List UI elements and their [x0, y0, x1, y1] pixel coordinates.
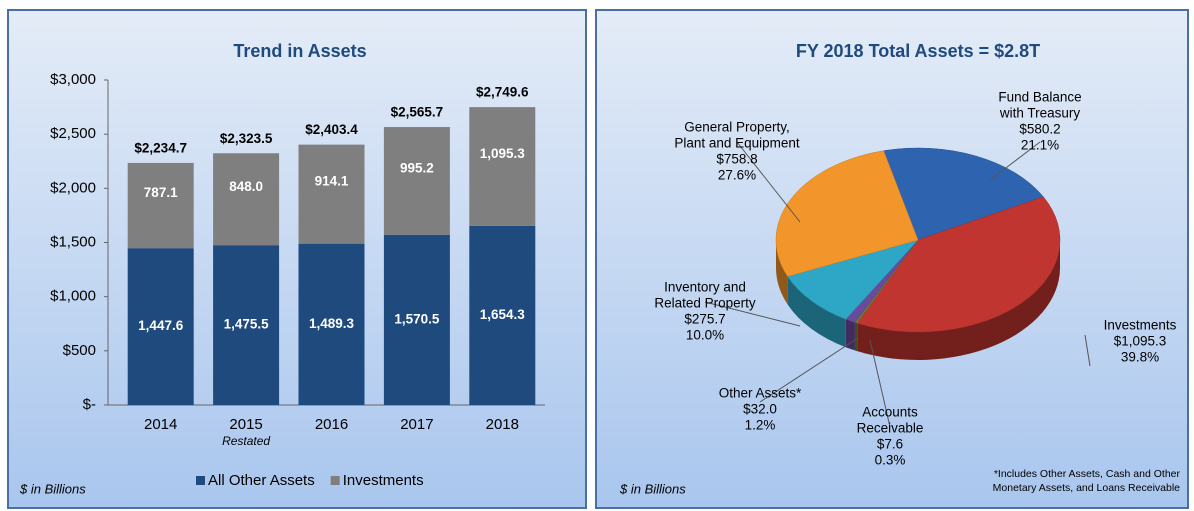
- x-tick-label: 2014: [144, 416, 177, 433]
- leader-line: [759, 337, 859, 403]
- value-label: 1,654.3: [480, 307, 526, 322]
- total-label: $2,565.7: [391, 105, 444, 120]
- value-label: 1,095.3: [480, 146, 526, 161]
- bar-segment: [298, 144, 365, 244]
- slice-label: $580.2: [1019, 122, 1060, 137]
- bar-segment: [213, 153, 280, 246]
- slice-side: [857, 240, 1060, 360]
- bar-segment: [469, 225, 536, 405]
- total-label: $2,749.6: [476, 85, 529, 100]
- slice-label: Plant and Equipment: [674, 136, 800, 151]
- leader-line: [989, 141, 1041, 181]
- bar-segment: [213, 245, 280, 405]
- y-tick-label: $2,500: [50, 125, 96, 142]
- y-tick-label: $2,000: [50, 179, 96, 196]
- legend-swatch: [196, 476, 205, 485]
- value-label: 1,570.5: [394, 311, 440, 326]
- pie-title: FY 2018 Total Assets = $2.8T: [796, 41, 1040, 61]
- slice: [883, 147, 1044, 241]
- slice-side: [854, 322, 858, 352]
- value-label: 1,447.6: [138, 318, 184, 333]
- pie-footnote: Monetary Assets, and Loans Receivable: [993, 482, 1181, 494]
- y-tick-label: $3,000: [50, 71, 96, 88]
- slice-label: 39.8%: [1121, 350, 1159, 365]
- bar-segment: [469, 107, 536, 226]
- pie-footnote: *Includes Other Assets, Cash and Other: [994, 468, 1181, 480]
- slice-label: 1.2%: [745, 418, 776, 433]
- slice-label: with Treasury: [999, 106, 1081, 121]
- value-label: 914.1: [315, 174, 349, 189]
- slice-label: 0.3%: [875, 453, 906, 468]
- slice-label: Investments: [1104, 318, 1177, 333]
- slice-side: [776, 240, 788, 305]
- slice-label: 27.6%: [718, 168, 756, 183]
- slice: [775, 150, 919, 277]
- x-tick-note: Restated: [222, 434, 270, 448]
- slice-label: $275.7: [684, 312, 725, 327]
- x-tick-label: 2018: [486, 416, 519, 433]
- value-label: 1,475.5: [224, 317, 270, 332]
- slice-label: Receivable: [857, 421, 924, 436]
- slice-side: [787, 276, 846, 348]
- x-tick-label: 2015: [229, 416, 262, 433]
- leader-line: [704, 301, 801, 327]
- y-tick-label: $1,000: [50, 288, 96, 305]
- slice-label: 21.1%: [1021, 138, 1059, 153]
- slice-label: General Property,: [684, 120, 790, 135]
- bar-segment: [127, 248, 194, 405]
- slice-label: Fund Balance: [998, 90, 1081, 105]
- slice-side: [845, 319, 855, 351]
- bar-segment: [127, 162, 194, 249]
- legend-label: All Other Assets: [208, 472, 315, 489]
- value-label: 1,489.3: [309, 316, 355, 331]
- y-tick-label: $1,500: [50, 233, 96, 250]
- slice-label: Related Property: [654, 296, 756, 311]
- slice-label: $758.8: [716, 152, 757, 167]
- total-label: $2,403.4: [305, 122, 358, 137]
- pie-note: $ in Billions: [619, 481, 686, 496]
- y-tick-label: $-: [83, 396, 96, 413]
- bar-segment: [298, 243, 365, 405]
- slice-label: Other Assets*: [719, 386, 802, 401]
- legend-swatch: [330, 476, 340, 485]
- x-tick-label: 2017: [400, 416, 433, 433]
- slice-label: $7.6: [877, 437, 903, 452]
- slice-label: $1,095.3: [1114, 334, 1167, 349]
- value-label: 995.2: [400, 161, 434, 176]
- x-tick-label: 2016: [315, 416, 348, 433]
- legend-label: Investments: [343, 472, 424, 489]
- slice: [856, 196, 1061, 333]
- bar-segment: [383, 127, 450, 235]
- bar-note: $ in Billions: [19, 481, 86, 496]
- slice-label: 10.0%: [686, 328, 724, 343]
- total-label: $2,234.7: [134, 140, 187, 155]
- value-label: 848.0: [229, 179, 263, 194]
- slice-label: $32.0: [743, 402, 777, 417]
- value-label: 787.1: [144, 185, 178, 200]
- bar-title: Trend in Assets: [233, 41, 366, 61]
- slice: [787, 239, 919, 320]
- slice-label: Inventory and: [664, 280, 746, 295]
- slice-label: Accounts: [862, 405, 918, 420]
- total-label: $2,323.5: [220, 131, 273, 146]
- leader-line: [869, 339, 891, 428]
- leader-line: [736, 141, 801, 223]
- bar-segment: [383, 234, 450, 405]
- leader-line: [1084, 334, 1091, 367]
- y-tick-label: $500: [63, 342, 96, 359]
